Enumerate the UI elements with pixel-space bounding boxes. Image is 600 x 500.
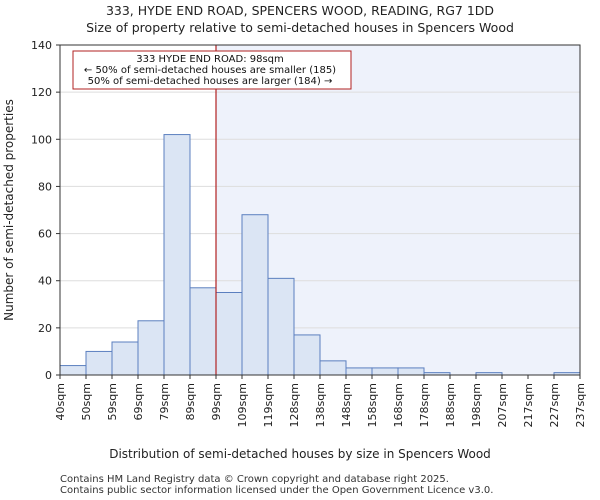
x-tick-label: 227sqm bbox=[548, 383, 561, 427]
chart-subtitle: Size of property relative to semi-detach… bbox=[86, 20, 514, 35]
x-tick-label: 128sqm bbox=[288, 383, 301, 427]
footer-line-1: Contains HM Land Registry data © Crown c… bbox=[60, 474, 449, 485]
y-axis-label: Number of semi-detached properties bbox=[2, 99, 16, 321]
x-tick-label: 148sqm bbox=[340, 383, 353, 427]
bar-109sqm bbox=[241, 214, 269, 376]
bar-119sqm bbox=[267, 277, 295, 376]
y-tick-label: 140 bbox=[31, 39, 52, 52]
x-tick-label: 217sqm bbox=[522, 383, 535, 427]
x-axis-ticks: 40sqm 50sqm 59sqm 69sqm 79sqm 89sqm 99sqm 109sq… bbox=[54, 375, 587, 427]
plot-area bbox=[59, 44, 581, 376]
annotation-title: 333 HYDE END ROAD: 98sqm bbox=[136, 54, 284, 65]
y-tick-label: 0 bbox=[45, 369, 52, 382]
x-tick-label: 89sqm bbox=[184, 383, 197, 420]
bar-50sqm bbox=[85, 350, 113, 376]
y-axis-ticks: 0 20 40 60 80 100 120 140 bbox=[31, 39, 60, 382]
y-tick-label: 120 bbox=[31, 86, 52, 99]
x-tick-label: 119sqm bbox=[262, 383, 275, 427]
x-tick-label: 198sqm bbox=[470, 383, 483, 427]
x-tick-label: 109sqm bbox=[236, 383, 249, 427]
bar-79sqm bbox=[163, 134, 191, 376]
x-tick-label: 188sqm bbox=[444, 383, 457, 427]
x-tick-label: 138sqm bbox=[314, 383, 327, 427]
x-tick-label: 79sqm bbox=[158, 383, 171, 420]
x-tick-label: 50sqm bbox=[80, 383, 93, 420]
x-tick-label: 178sqm bbox=[418, 383, 431, 427]
bars bbox=[59, 134, 581, 376]
y-tick-label: 60 bbox=[38, 228, 52, 241]
bar-40sqm bbox=[59, 365, 87, 376]
x-tick-label: 207sqm bbox=[496, 383, 509, 427]
annotation-box: 333 HYDE END ROAD: 98sqm ← 50% of semi-d… bbox=[72, 50, 352, 90]
bar-89sqm bbox=[189, 287, 217, 376]
bar-158sqm bbox=[371, 367, 399, 376]
x-tick-label: 158sqm bbox=[366, 383, 379, 427]
y-tick-label: 80 bbox=[38, 180, 52, 193]
x-tick-label: 237sqm bbox=[574, 383, 587, 427]
bar-69sqm bbox=[137, 320, 165, 376]
bar-99sqm bbox=[215, 292, 243, 376]
footer-line-2: Contains public sector information licen… bbox=[60, 485, 493, 496]
bar-168sqm bbox=[397, 367, 425, 376]
x-tick-label: 40sqm bbox=[54, 383, 67, 420]
annotation-larger: 50% of semi-detached houses are larger (… bbox=[88, 76, 333, 87]
x-tick-label: 59sqm bbox=[106, 383, 119, 420]
y-tick-label: 100 bbox=[31, 133, 52, 146]
x-tick-label: 168sqm bbox=[392, 383, 405, 427]
annotation-smaller: ← 50% of semi-detached houses are smalle… bbox=[84, 65, 336, 76]
bar-148sqm bbox=[345, 367, 373, 376]
bar-59sqm bbox=[111, 341, 139, 376]
bar-128sqm bbox=[293, 334, 321, 376]
x-tick-label: 69sqm bbox=[132, 383, 145, 420]
x-axis-label: Distribution of semi-detached houses by … bbox=[109, 447, 491, 461]
y-tick-label: 20 bbox=[38, 322, 52, 335]
y-tick-label: 40 bbox=[38, 275, 52, 288]
annotation-frame bbox=[72, 50, 352, 90]
x-tick-label: 99sqm bbox=[210, 383, 223, 420]
bar-138sqm bbox=[319, 360, 347, 376]
chart-title: 333, HYDE END ROAD, SPENCERS WOOD, READI… bbox=[106, 3, 494, 18]
